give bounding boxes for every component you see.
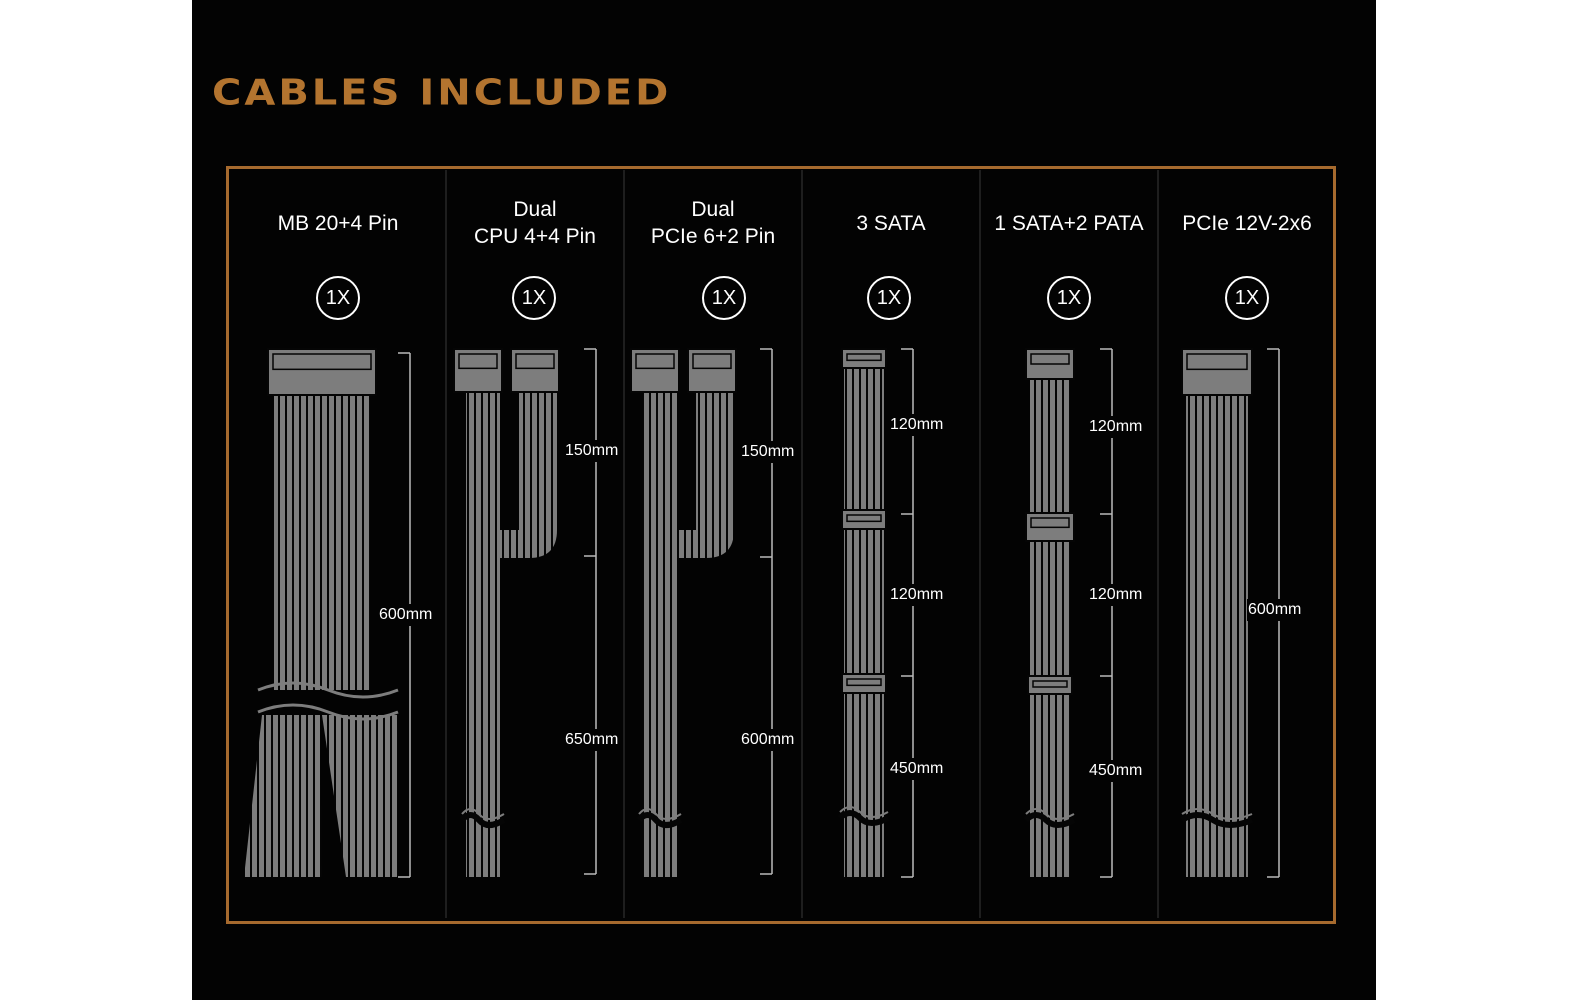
cable-break <box>1023 812 1076 828</box>
cable-break-line <box>1181 808 1253 820</box>
connector <box>510 348 560 393</box>
connector <box>841 509 887 530</box>
connector-pins <box>1030 353 1070 365</box>
length-label: 600mm <box>378 604 434 626</box>
connector-pins <box>846 678 882 687</box>
cable-bundle <box>1030 378 1070 877</box>
page-title: CABLES INCLUDED <box>212 72 672 114</box>
connector-pins <box>846 353 882 362</box>
connector-pins <box>272 353 372 371</box>
length-label: 120mm <box>1088 584 1144 606</box>
quantity-badge: 1X <box>702 276 746 320</box>
cable-type-label: 1 SATA+2 PATA <box>980 210 1158 237</box>
cable-break <box>837 810 890 826</box>
cable-break-line <box>461 808 505 820</box>
length-label: 120mm <box>889 584 945 606</box>
cable-break <box>636 812 683 828</box>
cable-break-line <box>1025 808 1075 820</box>
cable-type-line: Dual <box>513 198 557 221</box>
connector <box>453 348 503 393</box>
cable-type-line: PCIe 12V-2x6 <box>1182 212 1312 235</box>
cable-break-line <box>257 681 399 699</box>
cable-type-line: MB 20+4 Pin <box>277 212 399 235</box>
connector-pins <box>846 514 882 523</box>
connector-pins <box>458 353 498 370</box>
quantity-badge: 1X <box>1225 276 1269 320</box>
cable-type-line: PCIe 6+2 Pin <box>650 225 776 248</box>
connector-pins <box>635 353 675 370</box>
connector <box>687 348 737 393</box>
cable-break-line <box>638 808 682 820</box>
cable-type-label: PCIe 12V-2x6 <box>1158 210 1336 237</box>
cable-bundle <box>244 715 322 877</box>
cable-type-label: 3 SATA <box>802 210 980 237</box>
quantity-badge: 1X <box>1047 276 1091 320</box>
connector <box>1027 675 1073 695</box>
cable-type-label: MB 20+4 Pin <box>249 210 427 237</box>
cables-frame <box>226 166 1336 924</box>
length-label: 450mm <box>889 758 945 780</box>
cable-bundle <box>519 390 557 530</box>
cable-break-line <box>257 703 399 721</box>
cable-bundle <box>274 390 370 690</box>
cable-break-line <box>839 806 889 818</box>
connector-pins <box>1186 353 1248 371</box>
cable-type-label: Dual CPU 4+4 Pin <box>446 196 624 250</box>
quantity-badge: 1X <box>512 276 556 320</box>
connector-pins <box>692 353 732 370</box>
connector <box>1181 348 1253 396</box>
length-label: 120mm <box>1088 416 1144 438</box>
cable-bundle <box>500 530 557 558</box>
cable-type-line: Dual <box>691 198 735 221</box>
length-label: 120mm <box>889 414 945 436</box>
connector-pins <box>515 353 555 370</box>
length-label: 650mm <box>564 729 620 751</box>
length-label: 150mm <box>740 441 796 463</box>
connector <box>841 348 887 369</box>
cable-type-line: CPU 4+4 Pin <box>474 225 596 248</box>
cable-bundle <box>1186 395 1248 877</box>
cable-bundle <box>466 390 500 877</box>
length-label: 600mm <box>740 729 796 751</box>
quantity-badge: 1X <box>316 276 360 320</box>
cable-bundle <box>696 390 734 530</box>
cable-type-line: 3 SATA <box>856 212 926 235</box>
cable-bundle <box>643 390 677 877</box>
cable-bundle <box>844 368 884 877</box>
connector-pins <box>1032 680 1068 688</box>
length-label: 150mm <box>564 440 620 462</box>
cable-break <box>459 812 506 828</box>
length-label: 600mm <box>1247 599 1303 621</box>
connector <box>841 673 887 694</box>
connector <box>267 348 377 396</box>
cable-type-line: 1 SATA+2 PATA <box>994 212 1144 235</box>
cable-bundle <box>677 530 734 558</box>
cable-bundle <box>322 715 398 877</box>
cable-type-label: Dual PCIe 6+2 Pin <box>624 196 802 250</box>
connector-pins <box>1030 517 1070 529</box>
cable-break <box>1180 812 1254 828</box>
quantity-badge: 1X <box>867 276 911 320</box>
length-label: 450mm <box>1088 760 1144 782</box>
connector <box>630 348 680 393</box>
